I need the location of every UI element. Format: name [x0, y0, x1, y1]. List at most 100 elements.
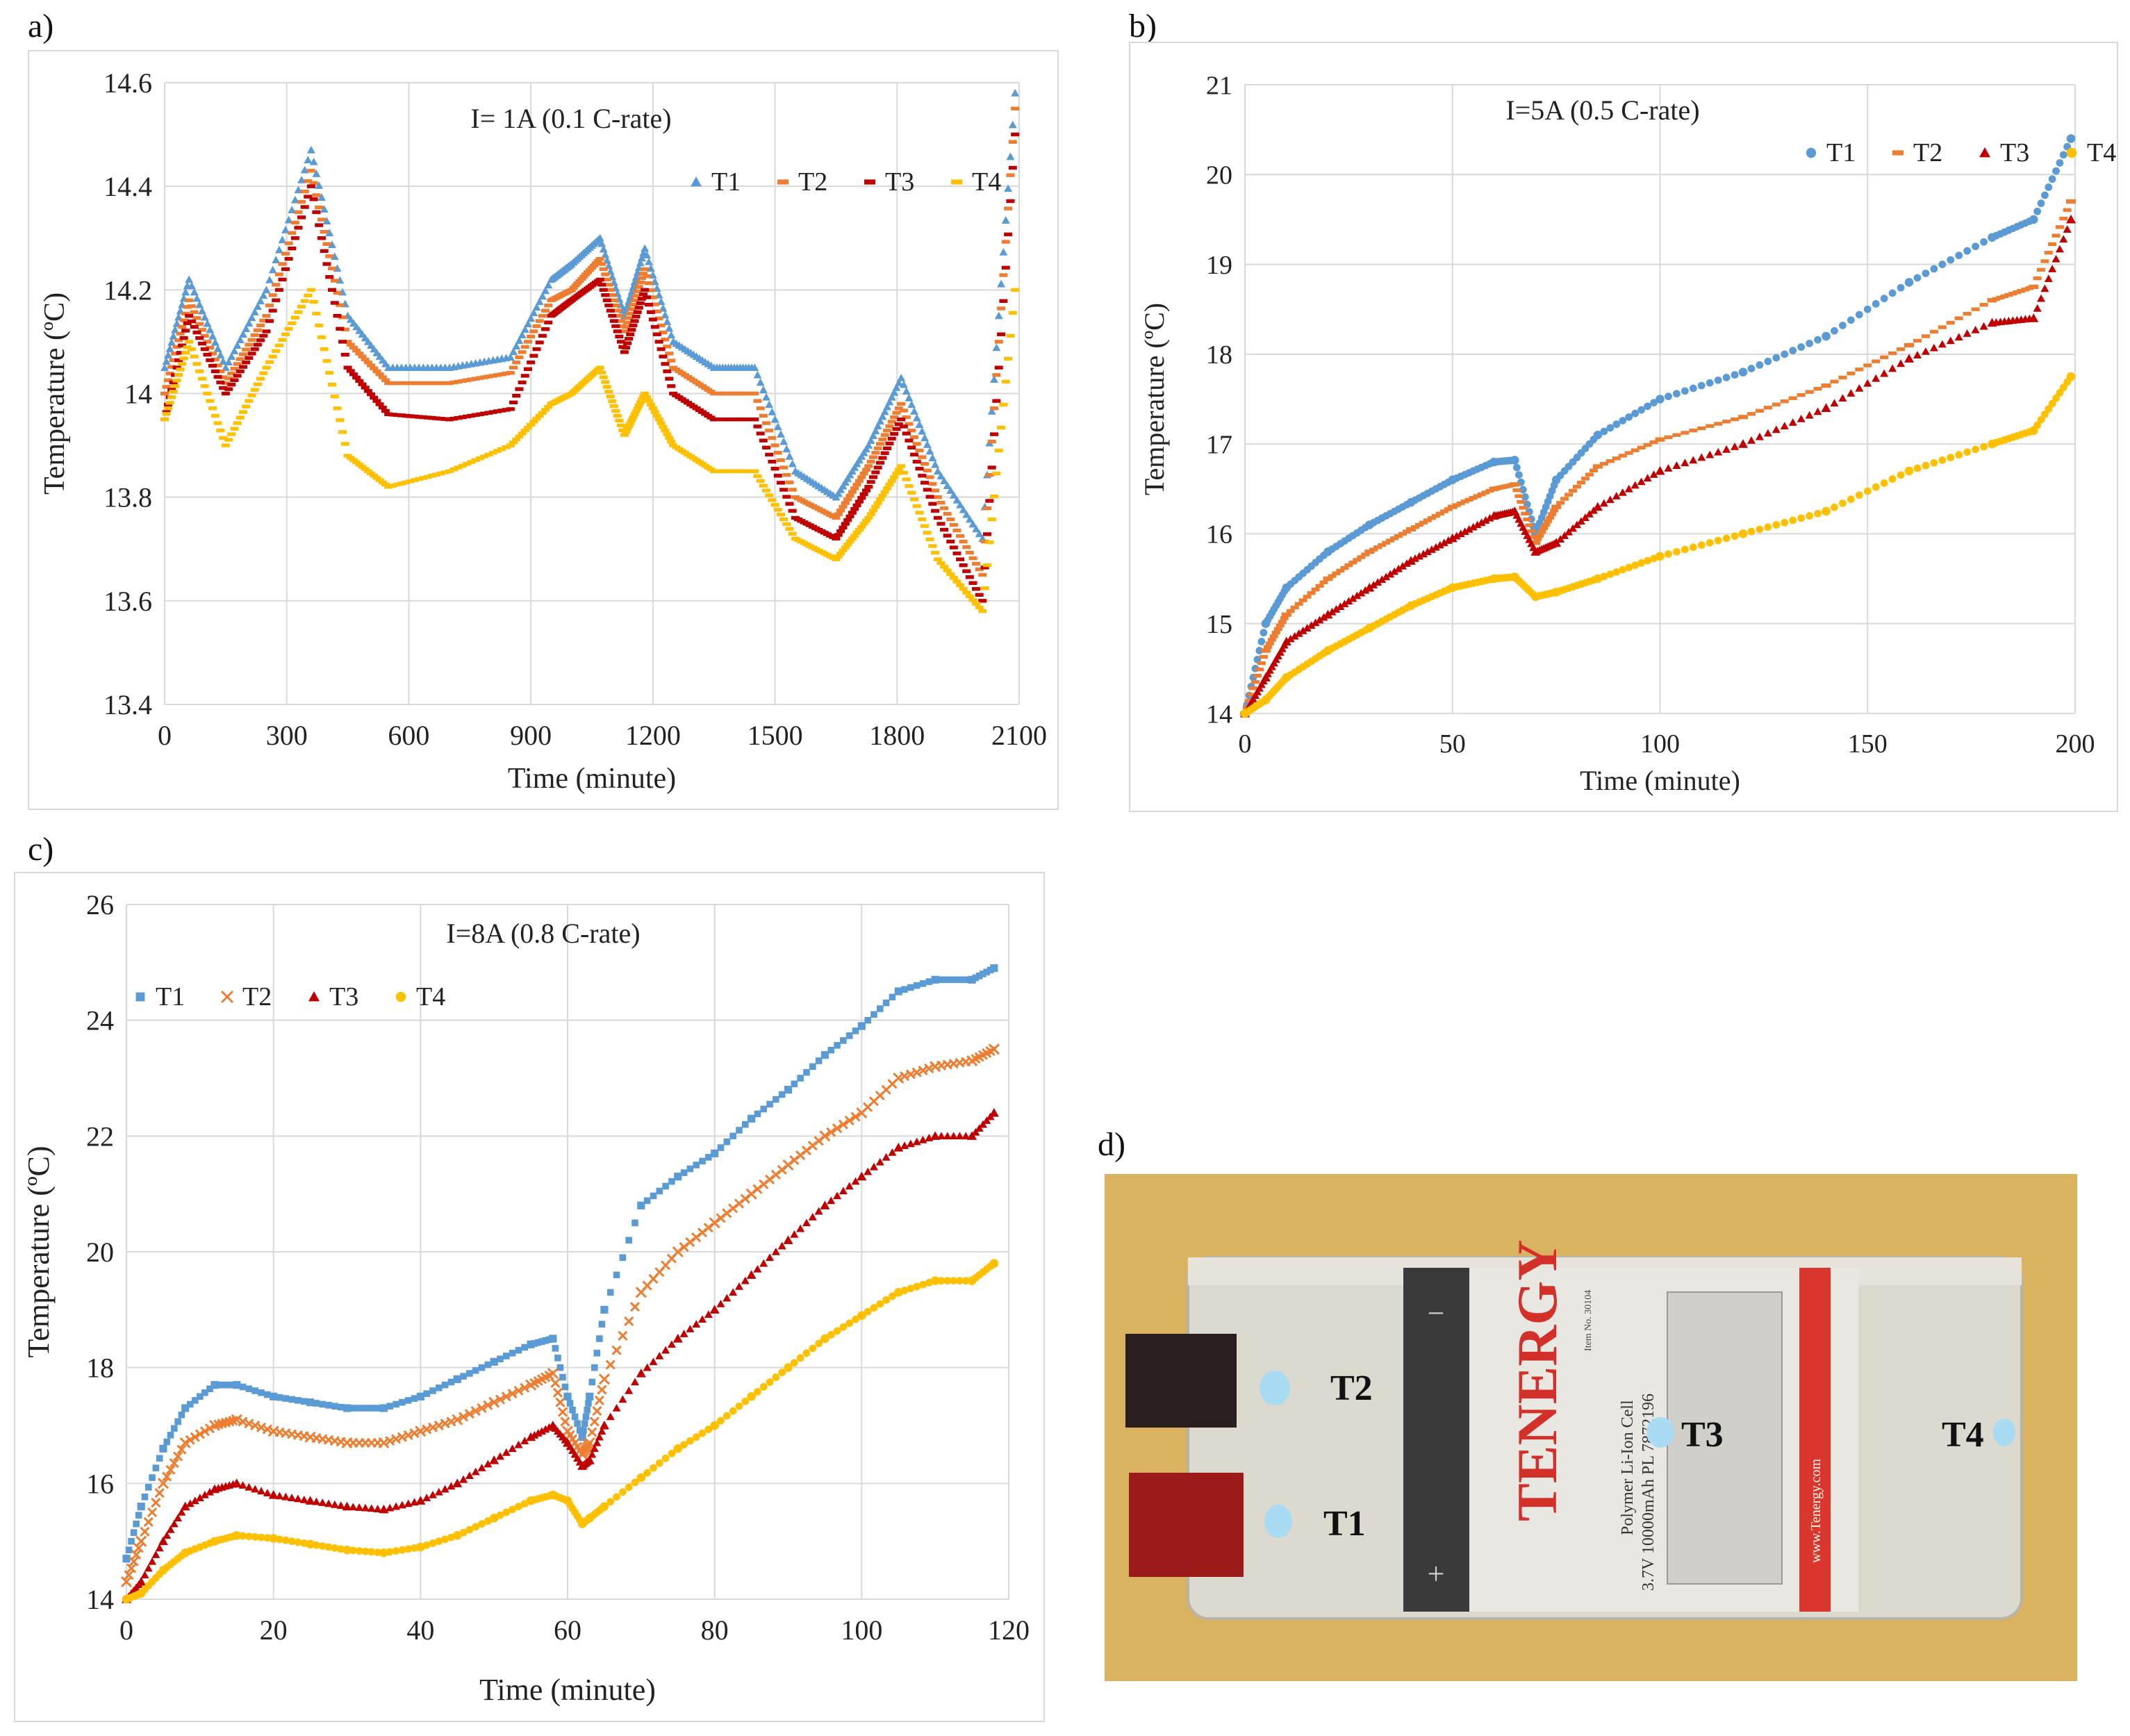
point-c-T1-14-2 — [554, 1354, 561, 1362]
point-a-T3-18-8 — [850, 507, 859, 511]
point-a-T4-16-7 — [770, 503, 779, 507]
point-c-T3-12-2 — [502, 1448, 511, 1456]
point-c-T1-6-1 — [276, 1394, 283, 1401]
point-c-T1-23-2 — [797, 1075, 804, 1082]
point-b-T4-15-5 — [1947, 454, 1955, 461]
point-a-T2-18-2 — [836, 509, 845, 513]
point-c-T1-11-5 — [484, 1361, 492, 1369]
point-a-T2-8-9 — [532, 324, 541, 329]
point-a-T1-1-6 — [200, 313, 209, 321]
point-a-T3-18-9 — [852, 503, 861, 508]
point-a-T3-20-13 — [931, 509, 940, 513]
point-a-T4-6-8 — [419, 476, 428, 480]
y-tick-label-c-2: 18 — [86, 1353, 114, 1384]
point-c-T3-1-4 — [151, 1551, 160, 1558]
point-c-T4-21-1 — [717, 1416, 725, 1425]
point-c-T3-28-2 — [975, 1124, 984, 1132]
point-a-T2-21-5 — [949, 522, 958, 527]
point-c-T1-0-5 — [135, 1512, 142, 1519]
point-b-T2-8-2 — [1514, 494, 1524, 498]
point-c-T4-18-4 — [625, 1483, 633, 1491]
point-a-T3-16-3 — [759, 438, 768, 443]
point-a-T3-5-7 — [363, 389, 372, 393]
point-b-T1-15-6 — [1955, 251, 1963, 260]
point-c-T4-7-4 — [331, 1544, 339, 1552]
point-a-T2-22-3 — [985, 473, 994, 477]
point-b-T3-14-5 — [1863, 379, 1872, 387]
point-c-T1-20-3 — [693, 1162, 700, 1168]
point-a-T4-21-3 — [943, 568, 952, 572]
point-b-T4-11-1 — [1600, 572, 1608, 581]
point-a-T1-21-2 — [940, 477, 949, 485]
point-a-T3-6-9 — [423, 415, 432, 420]
point-a-T4-18-1 — [834, 554, 843, 559]
point-a-T4-3-12 — [300, 299, 309, 304]
point-a-T2-12-8 — [631, 294, 641, 298]
point-c-T3-2-1 — [163, 1531, 172, 1539]
point-b-T3-3-1 — [1328, 607, 1337, 615]
point-c-T1-10-4 — [441, 1381, 449, 1389]
point-b-T2-9-2 — [1535, 534, 1544, 538]
point-a-T2-4-13 — [340, 327, 349, 332]
point-a-T2-10 — [567, 288, 576, 292]
point-c-T4-26-3 — [913, 1282, 921, 1291]
point-a-T1-8-1 — [509, 347, 518, 356]
point-b-T2-1-8 — [1278, 620, 1287, 624]
point-a-T1-21-1 — [936, 472, 946, 480]
point-b-T3-11-1 — [1599, 499, 1608, 507]
point-b-T1-14-1 — [1831, 326, 1838, 335]
point-a-T4-11-3 — [601, 380, 610, 384]
point-a-T4-6-13 — [440, 470, 449, 474]
point-a-T2-12-9 — [633, 289, 642, 294]
point-a-T2-2-6 — [238, 352, 247, 356]
point-a-T1-1-11 — [213, 345, 222, 352]
point-a-T1-8-3 — [515, 336, 524, 345]
point-b-T2-0-5 — [1250, 680, 1260, 684]
point-a-T2-5-3 — [352, 349, 361, 353]
point-b-T2-2-5 — [1303, 595, 1312, 599]
point-c-T4-27-5 — [961, 1277, 970, 1285]
point-a-T2-23 — [1011, 106, 1020, 110]
point-a-T4-16 — [750, 469, 759, 474]
point-b-T2-9-5 — [1542, 522, 1551, 527]
point-a-T1-19-13 — [894, 379, 903, 386]
legend-marker-a-T3 — [864, 179, 875, 185]
point-a-T3-4-1 — [309, 197, 318, 201]
point-a-T2-8-10 — [535, 319, 544, 323]
legend-marker-b-T2 — [1892, 150, 1904, 156]
point-c-T1-1-2 — [145, 1484, 152, 1491]
point-c-T3-21-1 — [716, 1300, 725, 1307]
point-c-T1-1-3 — [149, 1474, 156, 1481]
point-a-T2-18-7 — [848, 490, 857, 494]
point-b-T2-0-9 — [1259, 654, 1268, 659]
point-b-T2-13-2 — [1755, 408, 1764, 413]
point-a-T3-20-12 — [928, 502, 937, 506]
point-c-T3-8-1 — [349, 1503, 358, 1511]
point-a-T3-3-6 — [281, 267, 290, 272]
point-a-T4-22-13 — [1008, 311, 1017, 315]
point-a-T2-20-12 — [928, 481, 937, 486]
point-a-T4-4-8 — [327, 383, 336, 387]
point-c-T4-23-1 — [790, 1359, 798, 1367]
point-b-T3-11-7 — [1637, 477, 1646, 486]
point-c-T3-3-1 — [185, 1499, 195, 1507]
point-b-T2-9-9 — [1550, 509, 1559, 513]
point-b-T3-12-3 — [1681, 458, 1690, 467]
point-a-T1-23 — [1011, 88, 1020, 97]
point-a-T3-1-1 — [187, 319, 196, 324]
point-a-T2-18-13 — [861, 468, 870, 472]
point-b-T3-15 — [1904, 354, 1914, 363]
point-a-T2-5-9 — [370, 366, 379, 370]
point-a-T1-2-10 — [250, 308, 259, 316]
point-c-T1-3 — [181, 1404, 190, 1412]
point-c-T1-18-3 — [619, 1254, 627, 1262]
point-b-T1-13-7 — [1797, 343, 1806, 351]
point-c-T2-18-2 — [611, 1345, 622, 1355]
point-c-T4-27-1 — [937, 1277, 946, 1285]
point-b-T2-11-3 — [1612, 456, 1621, 461]
point-b-T2-4-9 — [1403, 529, 1412, 534]
point-b-T1-8-2 — [1514, 471, 1523, 479]
point-a-T2-10-13 — [593, 259, 602, 263]
point-a-T1-1-10 — [210, 338, 220, 346]
y-tick-label-c-1: 16 — [86, 1468, 114, 1499]
